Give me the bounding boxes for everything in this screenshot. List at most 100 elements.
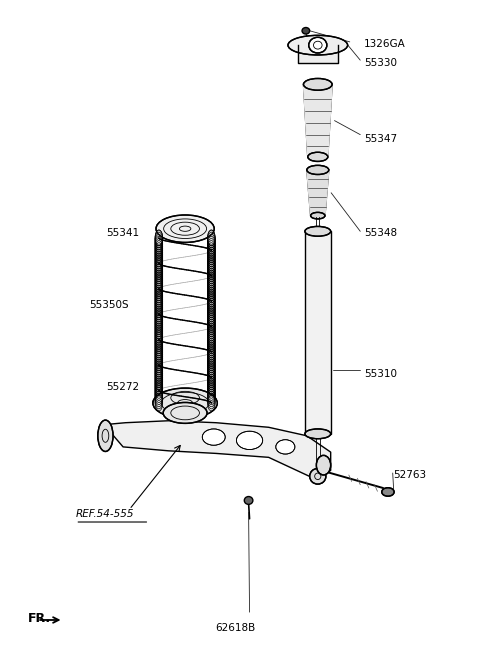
Ellipse shape bbox=[156, 215, 214, 243]
Ellipse shape bbox=[155, 245, 163, 260]
Ellipse shape bbox=[155, 336, 163, 352]
Ellipse shape bbox=[207, 241, 215, 256]
Ellipse shape bbox=[207, 349, 215, 364]
Ellipse shape bbox=[155, 304, 163, 320]
Ellipse shape bbox=[155, 230, 163, 246]
Ellipse shape bbox=[155, 285, 163, 301]
Ellipse shape bbox=[207, 317, 215, 333]
Text: 62618B: 62618B bbox=[215, 623, 255, 634]
Ellipse shape bbox=[207, 351, 215, 367]
Ellipse shape bbox=[207, 253, 215, 269]
Ellipse shape bbox=[155, 251, 163, 267]
Ellipse shape bbox=[155, 317, 163, 333]
Ellipse shape bbox=[207, 291, 215, 307]
Ellipse shape bbox=[207, 344, 215, 360]
Ellipse shape bbox=[155, 357, 163, 373]
Ellipse shape bbox=[207, 338, 215, 354]
Ellipse shape bbox=[155, 268, 163, 284]
Ellipse shape bbox=[155, 236, 163, 252]
Ellipse shape bbox=[155, 334, 163, 350]
Ellipse shape bbox=[155, 382, 163, 398]
Ellipse shape bbox=[163, 403, 207, 423]
Ellipse shape bbox=[155, 310, 163, 326]
Ellipse shape bbox=[155, 291, 163, 307]
Ellipse shape bbox=[207, 289, 215, 305]
Ellipse shape bbox=[207, 277, 215, 293]
Ellipse shape bbox=[207, 255, 215, 271]
Ellipse shape bbox=[155, 289, 163, 305]
Ellipse shape bbox=[207, 376, 215, 392]
Text: 1326GA: 1326GA bbox=[364, 39, 406, 49]
Ellipse shape bbox=[155, 302, 163, 318]
Ellipse shape bbox=[207, 279, 215, 295]
Ellipse shape bbox=[303, 79, 332, 91]
Text: 55330: 55330 bbox=[364, 58, 397, 68]
Ellipse shape bbox=[155, 332, 163, 348]
Ellipse shape bbox=[207, 310, 215, 326]
Ellipse shape bbox=[155, 249, 163, 265]
Ellipse shape bbox=[155, 376, 163, 392]
Ellipse shape bbox=[155, 365, 163, 381]
Ellipse shape bbox=[98, 420, 113, 451]
Ellipse shape bbox=[207, 329, 215, 345]
Ellipse shape bbox=[207, 368, 215, 383]
Ellipse shape bbox=[207, 384, 215, 400]
Ellipse shape bbox=[155, 321, 163, 337]
Ellipse shape bbox=[207, 342, 215, 358]
Ellipse shape bbox=[207, 251, 215, 267]
Polygon shape bbox=[307, 170, 329, 216]
Ellipse shape bbox=[207, 243, 215, 258]
Ellipse shape bbox=[305, 429, 331, 439]
Ellipse shape bbox=[155, 260, 163, 276]
Ellipse shape bbox=[288, 35, 348, 55]
Ellipse shape bbox=[207, 374, 215, 390]
Ellipse shape bbox=[207, 391, 215, 407]
Text: 55348: 55348 bbox=[364, 228, 397, 238]
Ellipse shape bbox=[207, 264, 215, 279]
Ellipse shape bbox=[155, 239, 163, 254]
Bar bbox=[305, 232, 331, 434]
Ellipse shape bbox=[202, 429, 225, 445]
Ellipse shape bbox=[207, 232, 215, 248]
Ellipse shape bbox=[207, 359, 215, 375]
Ellipse shape bbox=[207, 389, 215, 405]
Ellipse shape bbox=[155, 270, 163, 286]
Ellipse shape bbox=[207, 302, 215, 318]
Ellipse shape bbox=[207, 262, 215, 277]
Ellipse shape bbox=[155, 300, 163, 316]
Ellipse shape bbox=[155, 258, 163, 274]
Ellipse shape bbox=[155, 243, 163, 258]
Ellipse shape bbox=[207, 308, 215, 324]
Text: 55310: 55310 bbox=[364, 369, 397, 379]
Ellipse shape bbox=[155, 294, 163, 309]
Text: 55341: 55341 bbox=[107, 228, 140, 238]
Ellipse shape bbox=[155, 234, 163, 250]
Ellipse shape bbox=[207, 336, 215, 352]
Ellipse shape bbox=[310, 468, 326, 484]
Ellipse shape bbox=[207, 323, 215, 339]
Ellipse shape bbox=[382, 487, 394, 496]
Ellipse shape bbox=[155, 274, 163, 290]
Ellipse shape bbox=[155, 349, 163, 364]
Text: 55350S: 55350S bbox=[90, 300, 129, 310]
Ellipse shape bbox=[207, 370, 215, 386]
Ellipse shape bbox=[155, 298, 163, 314]
Ellipse shape bbox=[207, 272, 215, 288]
Ellipse shape bbox=[207, 334, 215, 350]
Ellipse shape bbox=[155, 338, 163, 354]
Ellipse shape bbox=[305, 226, 331, 236]
Ellipse shape bbox=[207, 304, 215, 320]
Ellipse shape bbox=[155, 296, 163, 312]
Ellipse shape bbox=[155, 355, 163, 371]
Polygon shape bbox=[303, 85, 332, 157]
Ellipse shape bbox=[155, 247, 163, 262]
Ellipse shape bbox=[155, 279, 163, 295]
Text: 52763: 52763 bbox=[393, 470, 426, 480]
Ellipse shape bbox=[155, 241, 163, 256]
Ellipse shape bbox=[155, 283, 163, 298]
Ellipse shape bbox=[237, 431, 263, 449]
Ellipse shape bbox=[155, 396, 163, 411]
Ellipse shape bbox=[207, 270, 215, 286]
Ellipse shape bbox=[155, 380, 163, 396]
Ellipse shape bbox=[207, 298, 215, 314]
